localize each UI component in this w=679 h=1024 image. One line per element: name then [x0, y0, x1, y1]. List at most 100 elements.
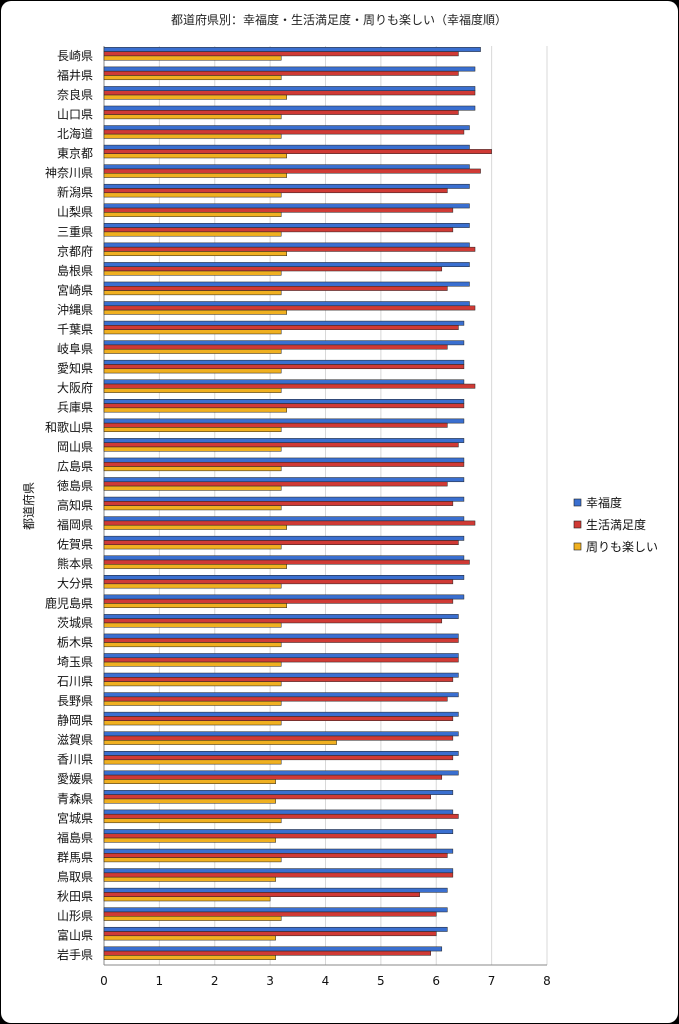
- bar-生活満足度: [103, 481, 448, 487]
- category-label: 茨城県: [57, 616, 93, 630]
- bar-幸福度: [103, 790, 454, 795]
- x-tick-label: 8: [543, 974, 551, 988]
- bar-幸福度: [103, 379, 465, 385]
- bar-周りも楽しい: [103, 329, 282, 335]
- bar-生活満足度: [103, 931, 437, 937]
- legend-swatch: [573, 542, 582, 551]
- category-label: 愛媛県: [57, 772, 93, 786]
- bar-周りも楽しい: [103, 427, 282, 432]
- bar-周りも楽しい: [103, 681, 282, 687]
- category-label: 兵庫県: [57, 401, 93, 415]
- x-tick-label: 0: [100, 974, 108, 988]
- legend-swatch: [573, 520, 582, 529]
- category-label: 千葉県: [57, 323, 93, 337]
- x-tick-label: 5: [377, 974, 385, 988]
- bar-生活満足度: [103, 520, 476, 526]
- category-label: 石川県: [57, 674, 93, 688]
- bar-幸福度: [103, 66, 476, 72]
- bar-周りも楽しい: [103, 896, 271, 902]
- category-label: 大阪府: [57, 380, 93, 395]
- category-label: 群馬県: [57, 850, 93, 864]
- bar-周りも楽しい: [103, 251, 287, 257]
- bar-生活満足度: [103, 129, 465, 135]
- x-tick-label: 3: [266, 974, 274, 988]
- bar-幸福度: [103, 555, 465, 561]
- bar-周りも楽しい: [103, 661, 282, 667]
- bar-生活満足度: [103, 149, 492, 154]
- bar-生活満足度: [103, 794, 431, 800]
- category-label: 神奈川県: [45, 166, 93, 180]
- bar-幸福度: [103, 750, 459, 756]
- category-label: 福井県: [57, 67, 93, 82]
- bar-周りも楽しい: [103, 740, 337, 745]
- bar-周りも楽しい: [103, 172, 287, 178]
- bar-幸福度: [103, 457, 465, 463]
- bar-幸福度: [103, 86, 476, 91]
- bar-幸福度: [103, 829, 454, 835]
- bar-周りも楽しい: [103, 505, 282, 511]
- bar-生活満足度: [103, 892, 420, 897]
- x-tick-labels: 0 1 2 3 4 5 6 7 8: [100, 974, 551, 988]
- bar-幸福度: [103, 770, 459, 776]
- category-label: 佐賀県: [57, 538, 93, 552]
- category-label: 新潟県: [57, 185, 93, 200]
- category-label: 広島県: [57, 458, 93, 473]
- bar-周りも楽しい: [103, 583, 282, 589]
- category-label: 栃木県: [57, 635, 93, 649]
- category-label: 島根県: [57, 263, 93, 278]
- bar-幸福度: [103, 359, 465, 365]
- bar-幸福度: [103, 907, 448, 913]
- bar-生活満足度: [103, 364, 465, 370]
- bar-周りも楽しい: [103, 544, 282, 550]
- bar-周りも楽しい: [103, 955, 276, 960]
- bar-幸福度: [103, 633, 459, 639]
- bar-周りも楽しい: [103, 309, 287, 315]
- bar-周りも楽しい: [103, 114, 282, 120]
- bar-幸福度: [103, 125, 470, 131]
- bar-周りも楽しい: [103, 446, 282, 452]
- bar-生活満足度: [103, 716, 454, 721]
- legend-label: 周りも楽しい: [586, 540, 658, 554]
- bar-生活満足度: [103, 755, 454, 761]
- bar-生活満足度: [103, 325, 459, 330]
- category-label: 埼玉県: [57, 655, 93, 669]
- category-labels: 長崎県福井県奈良県山口県北海道東京都神奈川県新潟県山梨県三重県京都府島根県宮崎県…: [45, 49, 93, 962]
- bar-幸福度: [103, 320, 465, 326]
- bar-幸福度: [103, 164, 470, 170]
- bar-幸福度: [103, 809, 454, 815]
- bar-幸福度: [103, 47, 481, 52]
- bar-生活満足度: [103, 383, 476, 389]
- bar-生活満足度: [103, 677, 454, 682]
- bar-生活満足度: [103, 774, 443, 780]
- bar-幸福度: [103, 262, 470, 267]
- category-label: 長野県: [57, 694, 93, 708]
- bar-生活満足度: [103, 657, 459, 663]
- bar-生活満足度: [103, 872, 454, 878]
- category-label: 北海道: [57, 126, 93, 141]
- bar-生活満足度: [103, 501, 454, 506]
- bar-幸福度: [103, 399, 465, 404]
- bar-生活満足度: [103, 540, 459, 546]
- bar-周りも楽しい: [103, 798, 276, 804]
- bar-周りも楽しい: [103, 388, 282, 393]
- category-label: 香川県: [57, 753, 93, 767]
- bar-生活満足度: [103, 833, 437, 839]
- category-label: 熊本県: [57, 556, 93, 571]
- bar-周りも楽しい: [103, 231, 282, 237]
- bar-周りも楽しい: [103, 876, 276, 882]
- bar-生活満足度: [103, 696, 448, 702]
- bar-幸福度: [103, 438, 465, 443]
- category-label: 長崎県: [57, 49, 93, 63]
- bar-周りも楽しい: [103, 75, 282, 81]
- category-label: 岡山県: [57, 440, 93, 454]
- bar-幸福度: [103, 242, 470, 248]
- bar-周りも楽しい: [103, 270, 282, 276]
- bar-生活満足度: [103, 422, 448, 428]
- bar-周りも楽しい: [103, 348, 282, 354]
- bar-幸福度: [103, 535, 465, 541]
- bar-周りも楽しい: [103, 603, 287, 608]
- category-label: 岐阜県: [57, 342, 93, 356]
- category-label: 三重県: [57, 225, 93, 239]
